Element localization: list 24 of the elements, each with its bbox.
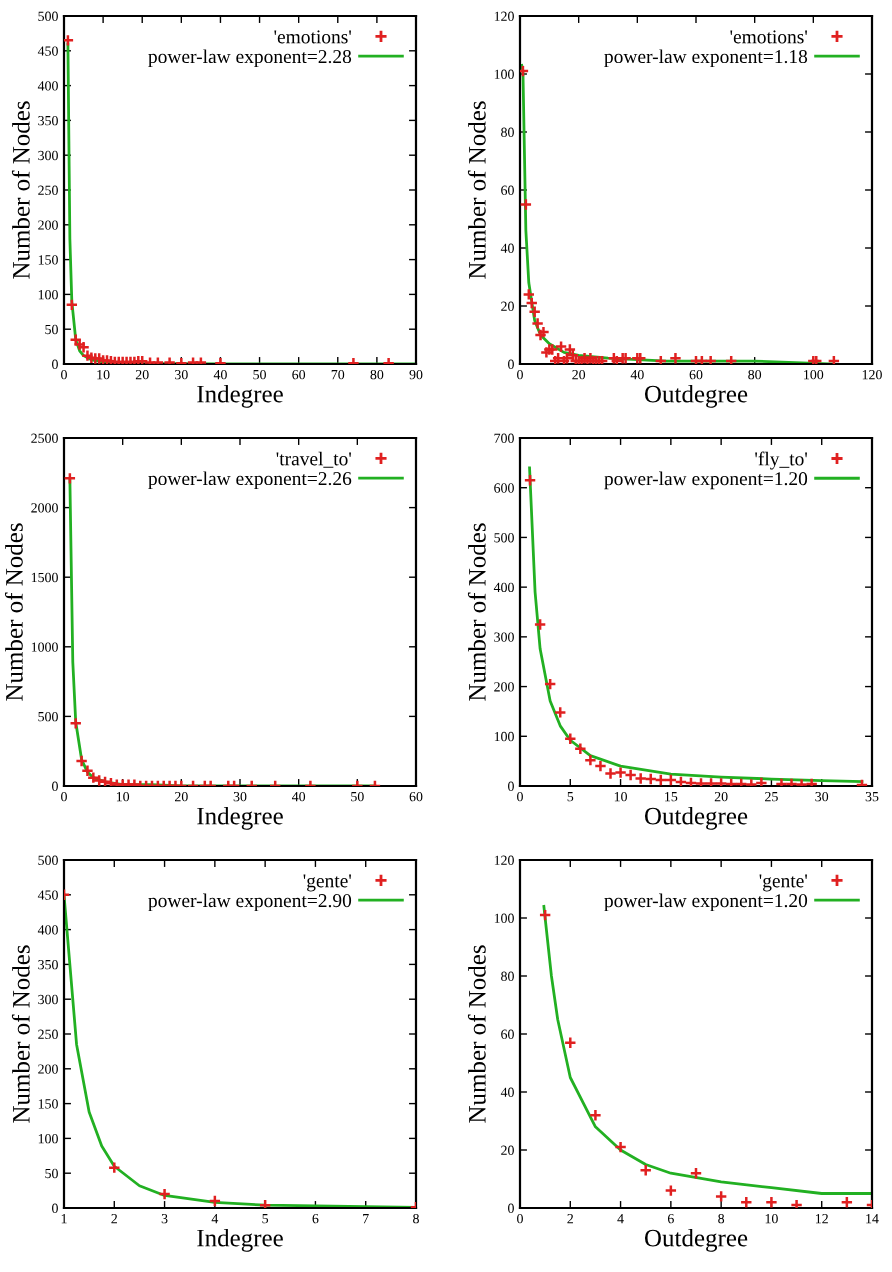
- x-axis-title: Indegree: [197, 1228, 283, 1252]
- y-axis-title: Number of Nodes: [467, 101, 486, 279]
- legend-label: power-law exponent=2.90: [148, 893, 352, 912]
- y-axis-title: Number of Nodes: [4, 523, 23, 701]
- legend-label: power-law exponent=1.20: [604, 471, 808, 490]
- legend-label: 'gente': [303, 874, 352, 892]
- legend-label: 'emotions': [730, 30, 808, 44]
- legend-label: 'gente': [759, 874, 808, 892]
- y-axis-title: Number of Nodes: [11, 945, 30, 1123]
- legend-label: power-law exponent=1.20: [604, 893, 808, 912]
- legend-label: power-law exponent=1.18: [604, 49, 808, 68]
- legend-label: power-law exponent=2.26: [148, 471, 352, 490]
- x-axis-title: Indegree: [197, 384, 283, 408]
- x-axis-title: Outdegree: [644, 1228, 748, 1252]
- legend-label: power-law exponent=2.28: [148, 49, 352, 68]
- x-axis-title: Outdegree: [644, 806, 748, 830]
- y-axis-title: Number of Nodes: [11, 101, 30, 279]
- x-axis-title: Outdegree: [644, 384, 748, 408]
- y-axis-title: Number of Nodes: [467, 523, 486, 701]
- legend-label: 'fly_to': [755, 451, 808, 470]
- legend-label: 'travel_to': [276, 451, 352, 468]
- y-axis-title: Number of Nodes: [467, 945, 486, 1123]
- x-axis-title: Indegree: [197, 806, 283, 830]
- legend-label: 'emotions': [274, 30, 352, 44]
